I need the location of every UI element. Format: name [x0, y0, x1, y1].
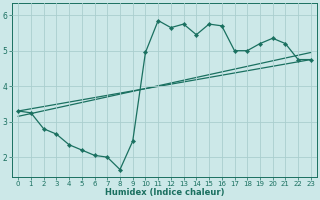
X-axis label: Humidex (Indice chaleur): Humidex (Indice chaleur) — [105, 188, 224, 197]
